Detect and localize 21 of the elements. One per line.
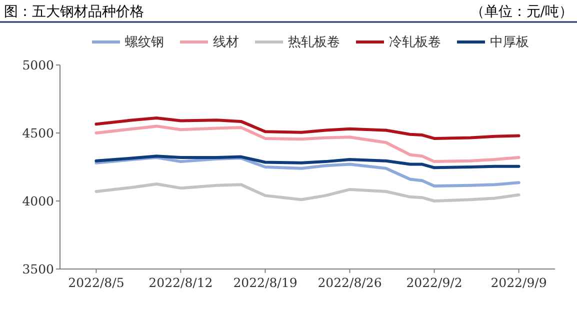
x-tick-label: 2022/8/26 [318,275,382,290]
x-tick-label: 2022/9/9 [490,275,547,290]
line-series [94,116,520,140]
line-series [94,182,520,202]
y-tick-label: 4500 [22,126,54,140]
legend-label: 热轧板卷 [288,35,340,50]
x-tick-label: 2022/8/5 [68,275,124,290]
y-tick-label: 4000 [22,194,54,208]
x-tick-label: 2022/8/12 [148,275,213,290]
legend-label: 螺纹钢 [125,35,164,50]
chart-subtitle: （单位：元/吨） [470,4,573,20]
legend-label: 冷轧板卷 [389,35,441,50]
x-tick-label: 2022/9/2 [406,275,462,290]
y-tick-label: 3500 [22,262,54,276]
legend-label: 中厚板 [490,35,529,50]
y-tick-label: 5000 [22,58,54,72]
line-series [94,154,520,170]
legend-label: 线材 [213,35,239,50]
x-tick-label: 2022/8/19 [233,275,298,290]
chart-title: 图：五大钢材品种价格 [4,4,144,20]
line-series [94,124,520,164]
